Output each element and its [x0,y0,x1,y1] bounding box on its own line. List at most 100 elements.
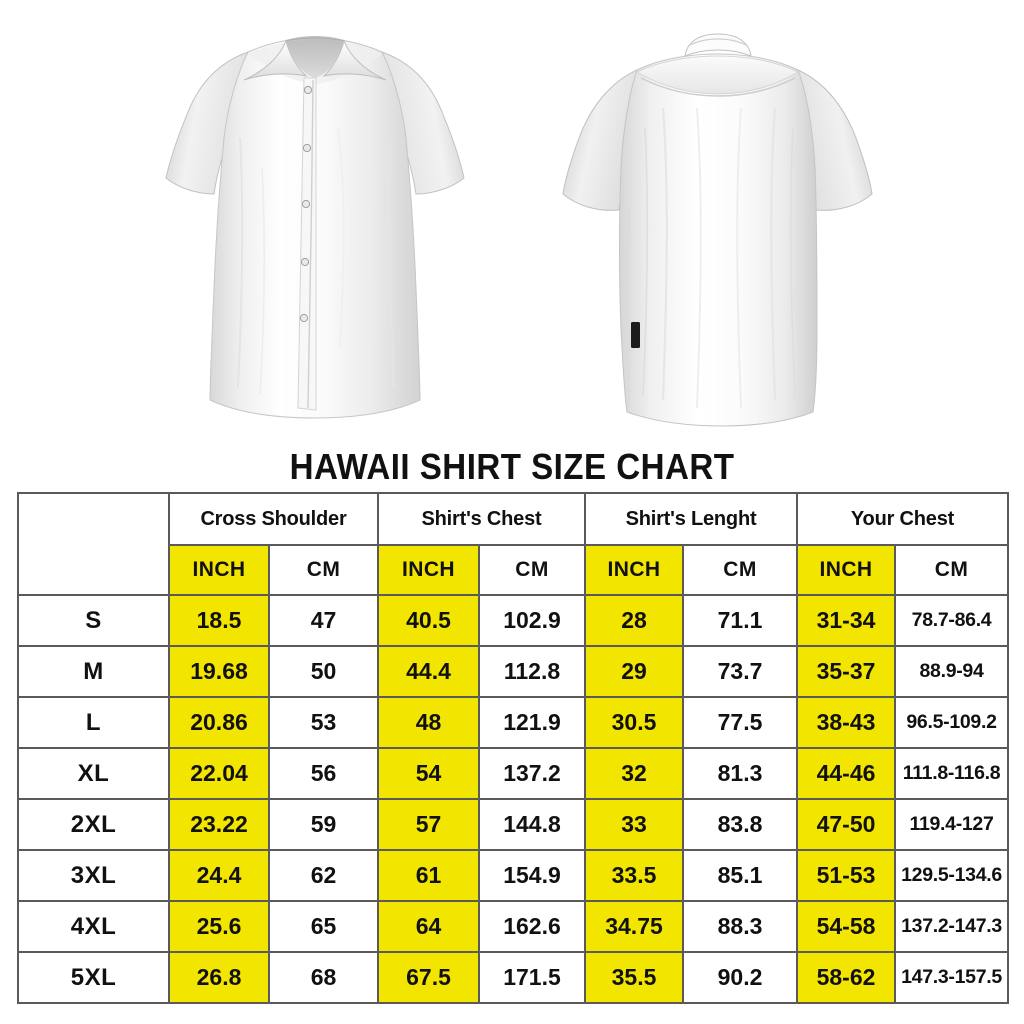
cell-cross-shoulder-cm: 47 [268,594,379,647]
cell-shirts-chest-cm: 112.8 [478,645,586,698]
cell-cross-shoulder-cm: 68 [268,951,379,1004]
cell-shirts-length-cm: 77.5 [682,696,798,749]
cell-your-chest-cm: 137.2-147.3 [893,900,1010,953]
unit-header-your-chest-inch: INCH [796,544,896,596]
cell-your-chest-cm: 78.7-86.4 [893,594,1010,647]
group-header-shirts-chest: Shirt's Chest [377,492,586,546]
cell-cross-shoulder-inch: 22.04 [168,747,270,800]
cell-cross-shoulder-inch: 19.68 [168,645,270,698]
cell-shirts-chest-cm: 144.8 [478,798,586,851]
table-group-header-row: Cross Shoulder Shirt's Chest Shirt's Len… [17,492,1010,596]
size-label-cell: M [17,645,170,698]
size-label-cell: L [17,696,170,749]
cell-cross-shoulder-inch: 24.4 [168,849,270,902]
table-row: XL 22.04 56 54 137.2 32 81.3 44-46 111.8-116.8 [17,747,1010,800]
shirt-front-icon [140,8,490,433]
cell-shirts-length-inch: 33.5 [584,849,684,902]
cell-cross-shoulder-cm: 50 [268,645,379,698]
cell-your-chest-inch: 44-46 [796,747,896,800]
cell-cross-shoulder-cm: 62 [268,849,379,902]
cell-shirts-chest-cm: 137.2 [478,747,586,800]
unit-header-cross-shoulder-inch: INCH [168,544,270,596]
cell-shirts-length-inch: 32 [584,747,684,800]
cell-cross-shoulder-cm: 56 [268,747,379,800]
cell-cross-shoulder-inch: 25.6 [168,900,270,953]
cell-shirts-chest-cm: 171.5 [478,951,586,1004]
cell-your-chest-inch: 35-37 [796,645,896,698]
table-row: M 19.68 50 44.4 112.8 29 73.7 35-37 88.9-94 [17,645,1010,698]
cell-shirts-length-inch: 34.75 [584,900,684,953]
cell-shirts-length-inch: 29 [584,645,684,698]
unit-header-shirts-length-inch: INCH [584,544,684,596]
cell-shirts-chest-inch: 54 [377,747,480,800]
cell-shirts-chest-inch: 67.5 [377,951,480,1004]
table-row: L 20.86 53 48 121.9 30.5 77.5 38-43 96.5-109.2 [17,696,1010,749]
cell-shirts-chest-inch: 64 [377,900,480,953]
cell-shirts-length-inch: 33 [584,798,684,851]
cell-shirts-length-cm: 85.1 [682,849,798,902]
cell-shirts-length-inch: 28 [584,594,684,647]
table-row: S 18.5 47 40.5 102.9 28 71.1 31-34 78.7-86.4 [17,594,1010,647]
cell-your-chest-inch: 54-58 [796,900,896,953]
cell-shirts-chest-inch: 40.5 [377,594,480,647]
cell-your-chest-inch: 51-53 [796,849,896,902]
cell-cross-shoulder-cm: 53 [268,696,379,749]
cell-shirts-length-cm: 71.1 [682,594,798,647]
cell-cross-shoulder-inch: 23.22 [168,798,270,851]
group-header-your-chest: Your Chest [795,492,1010,546]
cell-shirts-length-cm: 88.3 [682,900,798,953]
cell-shirts-chest-inch: 57 [377,798,480,851]
cell-shirts-length-inch: 35.5 [584,951,684,1004]
cell-shirts-length-cm: 83.8 [682,798,798,851]
unit-header-cross-shoulder-cm: CM [268,544,379,596]
cell-cross-shoulder-inch: 18.5 [168,594,270,647]
size-label-cell: 3XL [17,849,170,902]
cell-your-chest-cm: 111.8-116.8 [893,747,1010,800]
group-header-cross-shoulder: Cross Shoulder [168,492,379,546]
table-row: 2XL 23.22 59 57 144.8 33 83.8 47-50 119.4-127 [17,798,1010,851]
cell-your-chest-inch: 38-43 [796,696,896,749]
size-chart-table-body: S 18.5 47 40.5 102.9 28 71.1 31-34 78.7-86.4 M 19.… [17,594,1010,1004]
cell-your-chest-cm: 147.3-157.5 [893,951,1010,1004]
product-images-area [0,0,1024,445]
cell-shirts-chest-inch: 48 [377,696,480,749]
unit-header-shirts-chest-inch: INCH [377,544,480,596]
cell-shirts-length-cm: 90.2 [682,951,798,1004]
cell-your-chest-inch: 47-50 [796,798,896,851]
size-label-cell: 4XL [17,900,170,953]
table-row: 4XL 25.6 65 64 162.6 34.75 88.3 54-58 137.2-147.… [17,900,1010,953]
cell-your-chest-cm: 129.5-134.6 [893,849,1010,902]
size-label-cell: 5XL [17,951,170,1004]
cell-shirts-length-cm: 81.3 [682,747,798,800]
cell-your-chest-inch: 31-34 [796,594,896,647]
group-header-shirts-length: Shirt's Lenght [584,492,798,546]
size-chart-table-wrapper: Cross Shoulder Shirt's Chest Shirt's Len… [17,492,1010,1004]
cell-your-chest-cm: 88.9-94 [893,645,1010,698]
unit-header-shirts-chest-cm: CM [478,544,586,596]
cell-your-chest-cm: 96.5-109.2 [893,696,1010,749]
cell-your-chest-cm: 119.4-127 [893,798,1010,851]
size-chart-table: Cross Shoulder Shirt's Chest Shirt's Len… [17,492,1010,1004]
cell-shirts-length-inch: 30.5 [584,696,684,749]
cell-shirts-chest-inch: 44.4 [377,645,480,698]
cell-cross-shoulder-cm: 65 [268,900,379,953]
cell-cross-shoulder-inch: 20.86 [168,696,270,749]
page-title: HAWAII SHIRT SIZE CHART [289,446,735,487]
cell-shirts-length-cm: 73.7 [682,645,798,698]
cell-shirts-chest-cm: 154.9 [478,849,586,902]
unit-header-shirts-length-cm: CM [682,544,798,596]
unit-header-your-chest-cm: CM [893,544,1010,596]
cell-cross-shoulder-inch: 26.8 [168,951,270,1004]
cell-shirts-chest-cm: 162.6 [478,900,586,953]
cell-shirts-chest-cm: 121.9 [478,696,586,749]
shirt-back-icon [545,8,890,428]
table-row: 5XL 26.8 68 67.5 171.5 35.5 90.2 58-62 147.3-157… [17,951,1010,1004]
size-label-cell: XL [17,747,170,800]
cell-your-chest-inch: 58-62 [796,951,896,1004]
table-corner-cell [17,492,170,596]
cell-shirts-chest-cm: 102.9 [478,594,586,647]
cell-shirts-chest-inch: 61 [377,849,480,902]
size-label-cell: 2XL [17,798,170,851]
cell-cross-shoulder-cm: 59 [268,798,379,851]
